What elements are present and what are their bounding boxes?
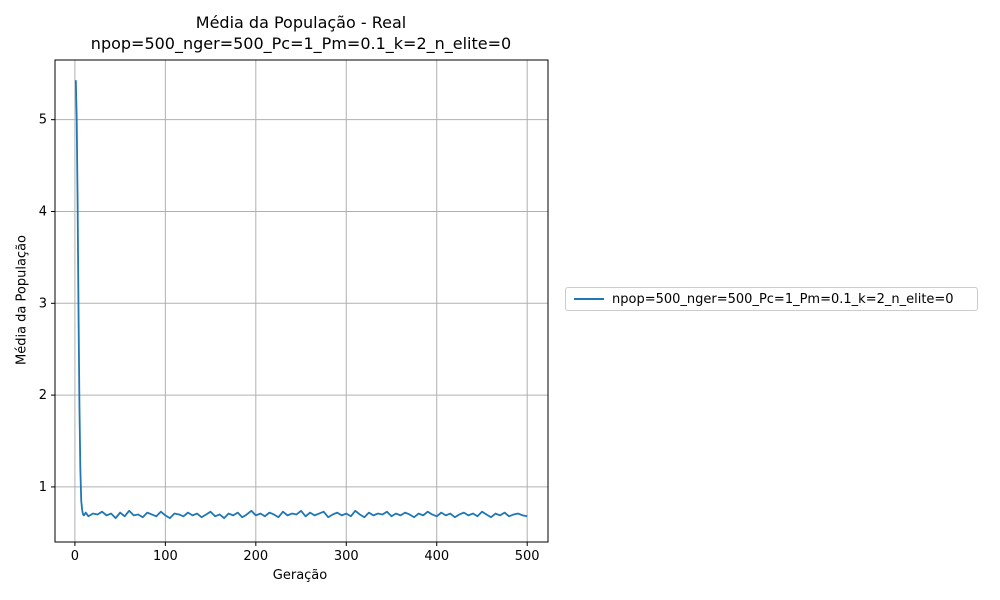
chart-title: Média da População - Real [195, 13, 407, 32]
y-tick-label: 5 [39, 113, 47, 128]
y-tick-label: 2 [39, 388, 47, 403]
x-tick-label: 500 [515, 549, 540, 564]
legend-swatch [574, 298, 604, 300]
grid-lines [55, 60, 548, 542]
y-axis-label: Média da População [14, 235, 30, 365]
x-tick-label: 200 [243, 549, 268, 564]
x-axis-label: Geração [272, 568, 328, 583]
y-tick-label: 3 [39, 296, 47, 311]
legend: npop=500_nger=500_Pc=1_Pm=0.1_k=2_n_elit… [565, 287, 978, 311]
axes-frame [54, 59, 549, 543]
x-tick-label: 300 [334, 549, 359, 564]
series-group [74, 80, 528, 520]
x-axis-ticks: 0 100 200 300 400 500 [71, 542, 540, 564]
legend-label: npop=500_nger=500_Pc=1_Pm=0.1_k=2_n_elit… [612, 291, 954, 307]
x-tick-label: 0 [71, 549, 79, 564]
y-tick-label: 1 [39, 480, 47, 495]
series-line-0 [74, 80, 528, 520]
chart-subtitle: npop=500_nger=500_Pc=1_Pm=0.1_k=2_n_elit… [90, 34, 512, 53]
y-axis-ticks: 1 2 3 4 5 [39, 113, 55, 495]
y-tick-label: 4 [39, 204, 47, 219]
x-tick-label: 100 [153, 549, 178, 564]
chart-title-block: Média da População - Real npop=500_nger=… [0, 12, 602, 54]
x-tick-label: 400 [424, 549, 449, 564]
